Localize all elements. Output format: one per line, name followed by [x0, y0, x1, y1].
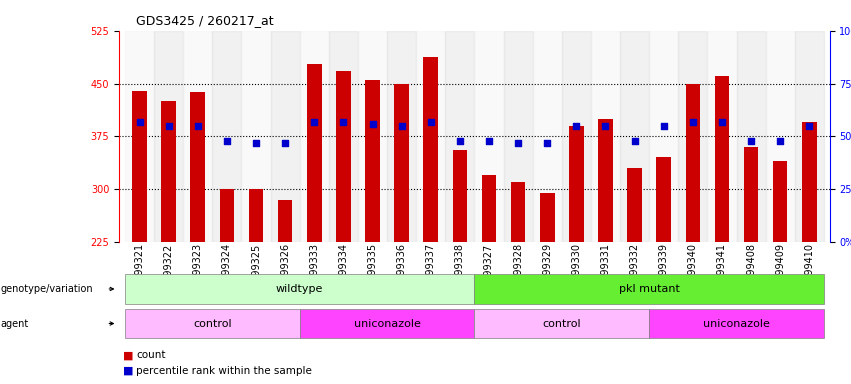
- Bar: [154, 31, 183, 242]
- Bar: [125, 309, 300, 338]
- Bar: [686, 84, 700, 242]
- Point: [774, 137, 787, 144]
- Bar: [125, 274, 475, 304]
- Bar: [744, 147, 758, 242]
- Text: agent: agent: [1, 318, 29, 329]
- Point: [307, 118, 321, 124]
- Point: [657, 123, 671, 129]
- Bar: [482, 175, 496, 242]
- Point: [278, 140, 292, 146]
- Bar: [591, 31, 620, 242]
- Point: [191, 123, 204, 129]
- Bar: [627, 168, 642, 242]
- Text: ■: ■: [123, 350, 134, 360]
- Bar: [248, 189, 263, 242]
- Point: [395, 123, 408, 129]
- Bar: [300, 309, 475, 338]
- Point: [249, 140, 263, 146]
- Bar: [533, 31, 562, 242]
- Bar: [387, 31, 416, 242]
- Text: wildtype: wildtype: [276, 284, 323, 294]
- Point: [598, 123, 612, 129]
- Bar: [394, 84, 409, 242]
- Bar: [562, 31, 591, 242]
- Bar: [802, 122, 817, 242]
- Bar: [678, 31, 707, 242]
- Text: count: count: [136, 350, 166, 360]
- Bar: [569, 126, 584, 242]
- Point: [424, 118, 437, 124]
- Point: [715, 118, 728, 124]
- Bar: [649, 31, 678, 242]
- Bar: [336, 71, 351, 242]
- Point: [540, 140, 554, 146]
- Bar: [475, 274, 824, 304]
- Bar: [424, 57, 438, 242]
- Bar: [183, 31, 213, 242]
- Point: [483, 137, 496, 144]
- Bar: [220, 189, 234, 242]
- Point: [133, 118, 146, 124]
- Bar: [649, 309, 824, 338]
- Bar: [656, 157, 671, 242]
- Bar: [598, 119, 613, 242]
- Text: uniconazole: uniconazole: [703, 318, 770, 329]
- Bar: [773, 161, 787, 242]
- Bar: [504, 31, 533, 242]
- Bar: [766, 31, 795, 242]
- Bar: [445, 31, 475, 242]
- Bar: [795, 31, 824, 242]
- Bar: [540, 193, 555, 242]
- Bar: [358, 31, 387, 242]
- Text: percentile rank within the sample: percentile rank within the sample: [136, 366, 312, 376]
- Text: ■: ■: [123, 366, 134, 376]
- Point: [802, 123, 816, 129]
- Point: [162, 123, 175, 129]
- Text: control: control: [542, 318, 581, 329]
- Bar: [132, 91, 147, 242]
- Point: [337, 118, 351, 124]
- Bar: [416, 31, 445, 242]
- Bar: [242, 31, 271, 242]
- Point: [366, 121, 380, 127]
- Bar: [328, 31, 358, 242]
- Bar: [125, 31, 154, 242]
- Point: [628, 137, 642, 144]
- Point: [569, 123, 583, 129]
- Bar: [736, 31, 766, 242]
- Bar: [475, 309, 649, 338]
- Bar: [475, 31, 504, 242]
- Bar: [453, 151, 467, 242]
- Bar: [278, 200, 293, 242]
- Point: [745, 137, 758, 144]
- Bar: [620, 31, 649, 242]
- Bar: [365, 80, 380, 242]
- Text: pkl mutant: pkl mutant: [619, 284, 680, 294]
- Bar: [300, 31, 328, 242]
- Text: control: control: [193, 318, 231, 329]
- Point: [453, 137, 466, 144]
- Bar: [715, 76, 729, 242]
- Text: genotype/variation: genotype/variation: [1, 284, 94, 294]
- Bar: [162, 101, 176, 242]
- Bar: [271, 31, 300, 242]
- Bar: [213, 31, 242, 242]
- Text: GDS3425 / 260217_at: GDS3425 / 260217_at: [136, 14, 274, 27]
- Bar: [307, 64, 322, 242]
- Point: [220, 137, 234, 144]
- Bar: [511, 182, 525, 242]
- Point: [511, 140, 525, 146]
- Point: [686, 118, 700, 124]
- Bar: [191, 92, 205, 242]
- Text: uniconazole: uniconazole: [354, 318, 420, 329]
- Bar: [707, 31, 736, 242]
